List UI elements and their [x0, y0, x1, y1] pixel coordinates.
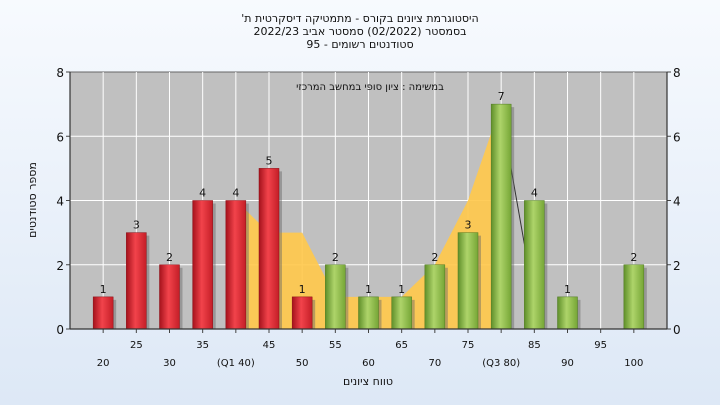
bar-value-label-60: 1 [365, 283, 372, 296]
bar-value-label-65: 1 [398, 283, 405, 296]
x-tick-label-20: 20 [97, 358, 110, 369]
y-tick-label-left-4: 4 [56, 195, 64, 209]
y-tick-label-left-6: 6 [56, 130, 64, 144]
x-tick-label-70: 70 [428, 358, 441, 369]
bar-value-label-70: 2 [431, 251, 438, 264]
x-tick-label-25: 25 [130, 340, 143, 351]
x-tick-label-40: (Q1 40) [217, 358, 255, 369]
y-tick-label-right-4: 4 [673, 195, 681, 209]
x-tick-label-45: 45 [263, 340, 276, 351]
y-tick-label-left-8: 8 [56, 66, 64, 80]
bar-50 [291, 296, 313, 330]
bar-55 [325, 264, 346, 330]
bar-value-label-40: 4 [232, 187, 239, 200]
bar-value-label-50: 1 [299, 283, 306, 296]
x-tick-label-35: 35 [196, 340, 209, 351]
bar-value-label-20: 1 [100, 283, 107, 296]
y-tick-label-left-0: 0 [56, 323, 64, 337]
bar-75 [457, 232, 479, 330]
y-tick-label-right-6: 6 [673, 130, 681, 144]
x-tick-label-30: 30 [163, 358, 176, 369]
bar-value-label-45: 5 [266, 154, 273, 167]
y-tick-label-left-2: 2 [56, 259, 64, 273]
bar-value-label-100: 2 [630, 251, 637, 264]
chart-title-line-1: היסטוגרמת ציונים בקורס - מתמטיקה דיסקרטי… [241, 12, 478, 25]
x-tick-label-55: 55 [329, 340, 342, 351]
y-tick-label-right-0: 0 [673, 323, 681, 337]
bar-70 [424, 264, 446, 330]
x-tick-label-75: 75 [462, 340, 475, 351]
bar-85 [524, 200, 545, 330]
bar-value-label-30: 2 [166, 251, 173, 264]
bar-80 [490, 103, 512, 330]
bar-40 [225, 200, 247, 330]
x-tick-label-50: 50 [296, 358, 309, 369]
bar-value-label-75: 3 [465, 219, 472, 232]
bar-45 [258, 168, 280, 330]
bar-60 [358, 296, 379, 330]
chart-annotation: במשימה : ציון סופי במחשב המרכזי [296, 82, 444, 93]
bar-value-label-90: 1 [564, 283, 571, 296]
x-tick-label-100: 100 [624, 358, 643, 369]
bar-35 [192, 200, 213, 330]
bar-65 [391, 296, 412, 330]
x-tick-label-90: 90 [561, 358, 574, 369]
bar-30 [159, 264, 180, 330]
bar-value-label-35: 4 [199, 187, 206, 200]
x-axis-label: טווח ציונים [343, 375, 393, 388]
chart-title-line-2: בסמסטר (02/2022) סמסטר אביב 2022/23 [253, 25, 466, 38]
bar-90 [557, 296, 578, 330]
bar-100 [623, 264, 645, 330]
x-tick-label-95: 95 [594, 340, 607, 351]
bar-value-label-25: 3 [133, 219, 140, 232]
x-tick-label-85: 85 [528, 340, 541, 351]
y-axis-label: מספר סטודנטים [26, 162, 39, 238]
bar-25 [126, 232, 147, 330]
chart-title-line-3: סטודנטים רשומים - 95 [306, 38, 413, 51]
bar-20 [92, 296, 114, 330]
y-tick-label-right-2: 2 [673, 259, 681, 273]
x-tick-label-60: 60 [362, 358, 375, 369]
y-tick-label-right-8: 8 [673, 66, 681, 80]
x-tick-label-80: (Q3 80) [482, 358, 520, 369]
bar-value-label-85: 4 [531, 187, 538, 200]
bar-value-label-55: 2 [332, 251, 339, 264]
bar-value-label-80: 7 [498, 90, 505, 103]
x-tick-label-65: 65 [395, 340, 408, 351]
